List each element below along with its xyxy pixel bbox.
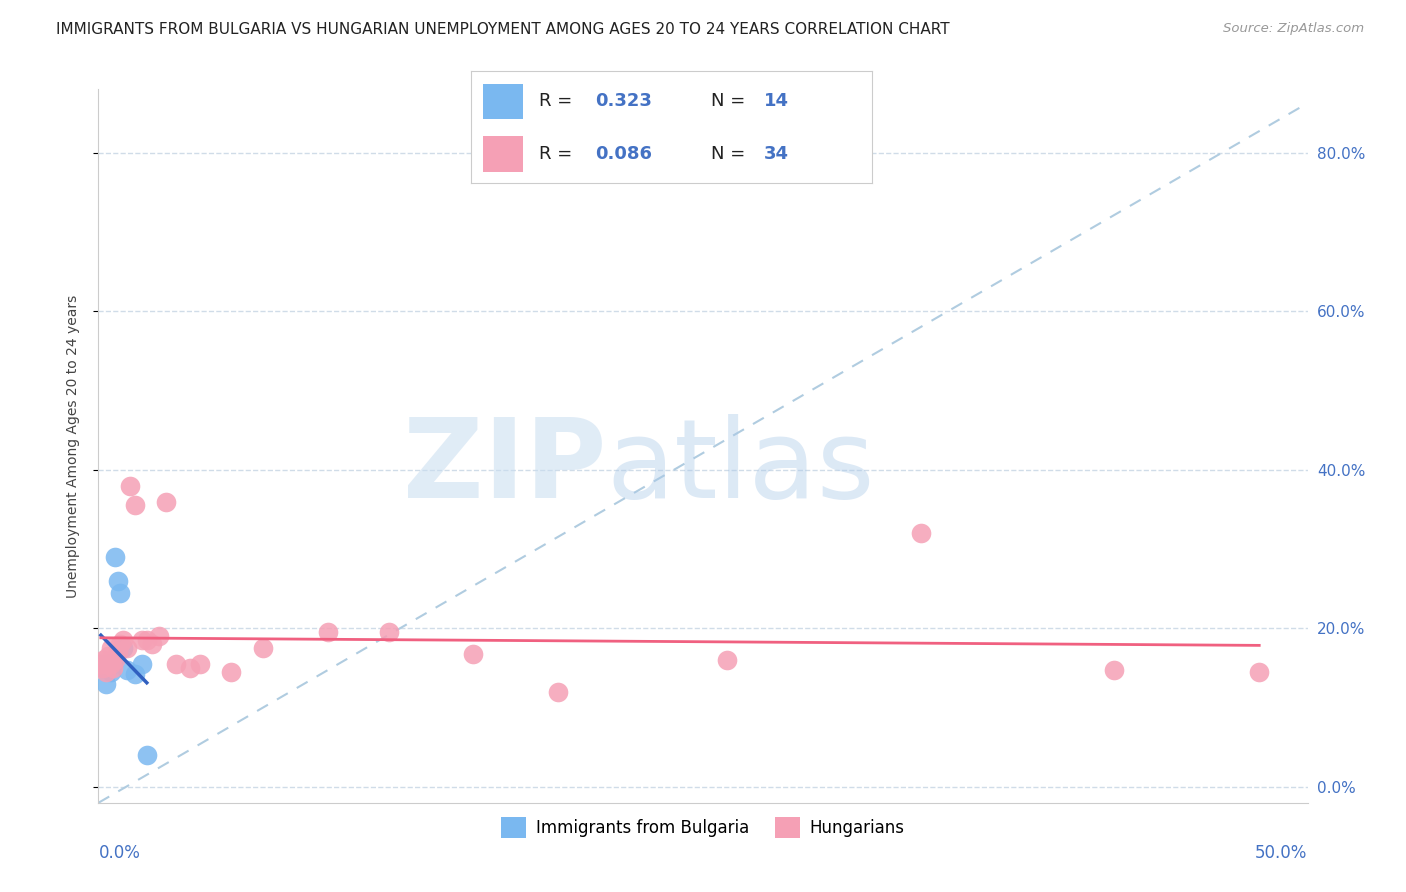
Point bbox=[148, 629, 170, 643]
Point bbox=[124, 667, 146, 681]
Legend: Immigrants from Bulgaria, Hungarians: Immigrants from Bulgaria, Hungarians bbox=[495, 811, 911, 845]
Y-axis label: Unemployment Among Ages 20 to 24 years: Unemployment Among Ages 20 to 24 years bbox=[66, 294, 80, 598]
Point bbox=[100, 657, 122, 671]
Text: R =: R = bbox=[538, 93, 578, 111]
FancyBboxPatch shape bbox=[484, 136, 523, 171]
Point bbox=[111, 633, 134, 648]
Point bbox=[91, 661, 114, 675]
Point bbox=[716, 653, 738, 667]
Point bbox=[104, 653, 127, 667]
Point bbox=[107, 574, 129, 588]
Point bbox=[1102, 663, 1125, 677]
Point bbox=[100, 665, 122, 679]
Text: Source: ZipAtlas.com: Source: ZipAtlas.com bbox=[1223, 22, 1364, 36]
Point bbox=[97, 649, 120, 664]
Point bbox=[135, 748, 157, 763]
Text: atlas: atlas bbox=[606, 414, 875, 521]
Point bbox=[377, 625, 399, 640]
Point bbox=[188, 657, 211, 671]
Point bbox=[91, 661, 114, 675]
Point bbox=[547, 685, 569, 699]
Text: R =: R = bbox=[538, 145, 578, 163]
Point bbox=[108, 585, 131, 599]
Text: 0.323: 0.323 bbox=[595, 93, 652, 111]
Point bbox=[463, 647, 485, 661]
Point bbox=[141, 637, 163, 651]
Point bbox=[910, 526, 932, 541]
Point bbox=[108, 637, 131, 651]
FancyBboxPatch shape bbox=[484, 84, 523, 120]
Point bbox=[100, 641, 122, 656]
Point bbox=[97, 657, 120, 671]
Point bbox=[165, 657, 187, 671]
Point bbox=[316, 625, 339, 640]
Point bbox=[90, 657, 112, 671]
Text: 0.086: 0.086 bbox=[595, 145, 652, 163]
Point bbox=[117, 641, 139, 656]
Point bbox=[101, 657, 124, 671]
Point bbox=[94, 657, 117, 671]
Point bbox=[117, 663, 139, 677]
Point bbox=[131, 657, 153, 671]
Point bbox=[252, 641, 274, 656]
Point bbox=[104, 549, 127, 564]
Point bbox=[101, 661, 124, 675]
Point bbox=[91, 653, 114, 667]
Point bbox=[111, 641, 134, 656]
Point bbox=[131, 633, 153, 648]
Point bbox=[124, 499, 146, 513]
Text: N =: N = bbox=[711, 93, 751, 111]
Point bbox=[221, 665, 243, 679]
Text: ZIP: ZIP bbox=[404, 414, 606, 521]
Point bbox=[155, 494, 177, 508]
Text: 0.0%: 0.0% bbox=[98, 845, 141, 863]
Point bbox=[1249, 665, 1271, 679]
Point bbox=[107, 645, 129, 659]
Point bbox=[90, 657, 112, 671]
Text: 34: 34 bbox=[763, 145, 789, 163]
Point bbox=[94, 665, 117, 679]
Point bbox=[179, 661, 201, 675]
Point bbox=[94, 677, 117, 691]
Text: N =: N = bbox=[711, 145, 751, 163]
Point bbox=[118, 478, 141, 492]
Text: IMMIGRANTS FROM BULGARIA VS HUNGARIAN UNEMPLOYMENT AMONG AGES 20 TO 24 YEARS COR: IMMIGRANTS FROM BULGARIA VS HUNGARIAN UN… bbox=[56, 22, 950, 37]
Text: 14: 14 bbox=[763, 93, 789, 111]
Point bbox=[135, 633, 157, 648]
Text: 50.0%: 50.0% bbox=[1256, 845, 1308, 863]
